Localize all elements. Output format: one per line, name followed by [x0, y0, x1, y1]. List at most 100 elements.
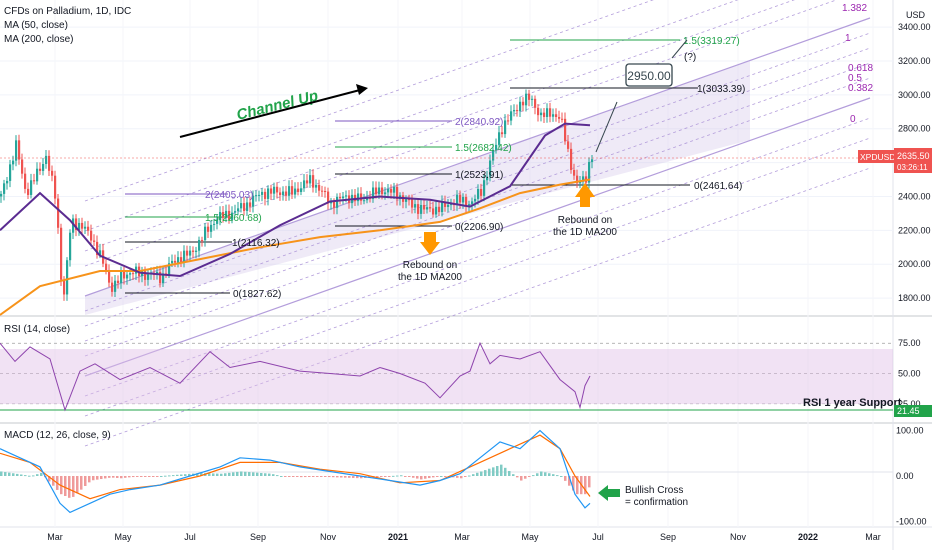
candle-body	[381, 187, 384, 195]
candle-body	[291, 186, 294, 195]
macd-hist-bar	[288, 476, 291, 477]
candle-body	[474, 198, 477, 202]
rsi-axis-ticks: 25.00 50.00 75.00	[898, 338, 921, 409]
channel-line	[84, 0, 739, 232]
rebound-label-1-line2: the 1D MA200	[398, 272, 462, 283]
macd-hist-bar	[132, 476, 135, 478]
candle-body	[321, 190, 324, 192]
candle-body	[303, 180, 306, 189]
macd-hist-bar	[528, 476, 531, 477]
time-tick-label: Jul	[592, 532, 604, 542]
candle-body	[576, 175, 579, 184]
fib-label-a15: 1.5(2260.68)	[205, 213, 262, 224]
rsi-grid	[0, 342, 893, 405]
macd-hist-bar	[404, 476, 407, 477]
macd-hist-bar	[140, 476, 143, 477]
price-pane[interactable]	[0, 0, 893, 315]
macd-hist-bar	[552, 474, 555, 476]
macd-hist-bar	[156, 476, 159, 477]
macd-hist-bar	[292, 476, 295, 477]
candle-body	[132, 273, 135, 275]
candle-body	[324, 191, 327, 193]
fib-label-a0: 0(1827.62)	[233, 289, 281, 300]
candle-body	[414, 204, 417, 208]
candle-body	[450, 204, 453, 206]
macd-hist-bar	[432, 476, 435, 478]
symbol-title[interactable]: CFDs on Palladium, 1D, IDC	[4, 6, 131, 17]
macd-hist-bar	[124, 476, 127, 478]
candle-body	[159, 271, 162, 284]
macd-hist-bar	[576, 476, 579, 495]
macd-hist-bar	[88, 476, 91, 483]
macd-hist-bar	[228, 472, 231, 476]
candle-body	[204, 226, 207, 241]
candle-body	[228, 210, 231, 220]
rsi-title[interactable]: RSI (14, close)	[4, 324, 70, 335]
candle-body	[189, 250, 192, 256]
macd-hist-bar	[144, 476, 147, 477]
channel-line	[84, 137, 871, 417]
channel-line	[84, 77, 871, 357]
candle-body	[525, 93, 528, 106]
macd-hist-bar	[452, 476, 455, 478]
candle-body	[393, 186, 396, 193]
candle-body	[534, 98, 537, 108]
channel-line	[84, 117, 871, 397]
ma200-line	[0, 178, 591, 316]
macd-hist-bar	[568, 476, 571, 486]
macd-hist-bar	[392, 475, 395, 477]
candle-body	[114, 280, 117, 292]
macd-hist-bar	[24, 475, 27, 477]
candle-body	[417, 204, 420, 214]
ma200-legend[interactable]: MA (200, close)	[4, 34, 73, 45]
time-tick-label: May	[114, 532, 132, 542]
channel-line	[84, 167, 871, 447]
bullish-label-line2: = confirmation	[625, 497, 688, 508]
candle-body	[45, 155, 48, 164]
macd-hist-bar	[544, 472, 547, 476]
candle-body	[510, 111, 513, 121]
price-tag-timer: 03:26:11	[897, 163, 928, 172]
macd-hist-bar	[272, 474, 275, 476]
candle-body	[198, 239, 201, 251]
candle-body	[249, 202, 252, 207]
candle-body	[327, 191, 330, 204]
time-tick-label: Sep	[660, 532, 676, 542]
macd-hist-bar	[52, 476, 55, 486]
candle-body	[477, 189, 480, 199]
target-value: 2950.00	[627, 69, 671, 83]
candle-body	[423, 204, 426, 210]
fib-label-b2: 2(2840.92)	[455, 117, 503, 128]
candle-body	[144, 271, 147, 280]
candle-body	[168, 263, 171, 275]
candle-body	[21, 159, 24, 174]
channel-line	[84, 17, 871, 297]
macd-hist-bar	[424, 476, 427, 479]
macd-hist-bar	[348, 476, 351, 478]
candle-body	[315, 184, 318, 188]
candle-body	[372, 187, 375, 199]
candle-body	[318, 184, 321, 191]
macd-tick-label: 0.00	[896, 471, 914, 481]
candle-body	[297, 188, 300, 192]
candle-body	[117, 280, 120, 284]
macd-hist-bar	[232, 472, 235, 476]
macd-hist-bar	[48, 476, 51, 482]
macd-line	[0, 429, 591, 514]
macd-hist-bar	[76, 476, 79, 494]
macd-hist-bar	[12, 473, 15, 476]
candle-body	[111, 282, 114, 292]
candle-body	[489, 160, 492, 177]
price-tag-value: 2635.50	[897, 151, 930, 161]
rebound-label-2-line1: Rebound on	[558, 215, 613, 226]
rsi-pane[interactable]	[0, 319, 893, 422]
macd-title[interactable]: MACD (12, 26, close, 9)	[4, 430, 111, 441]
macd-hist-bar	[8, 472, 11, 476]
ma50-legend[interactable]: MA (50, close)	[4, 20, 68, 31]
candle-body	[258, 194, 261, 196]
candle-body	[513, 109, 516, 112]
candle-body	[552, 114, 555, 117]
fib-label-b0: 0(2206.90)	[455, 222, 503, 233]
candle-body	[537, 107, 540, 116]
time-tick-label: 2022	[798, 532, 818, 542]
